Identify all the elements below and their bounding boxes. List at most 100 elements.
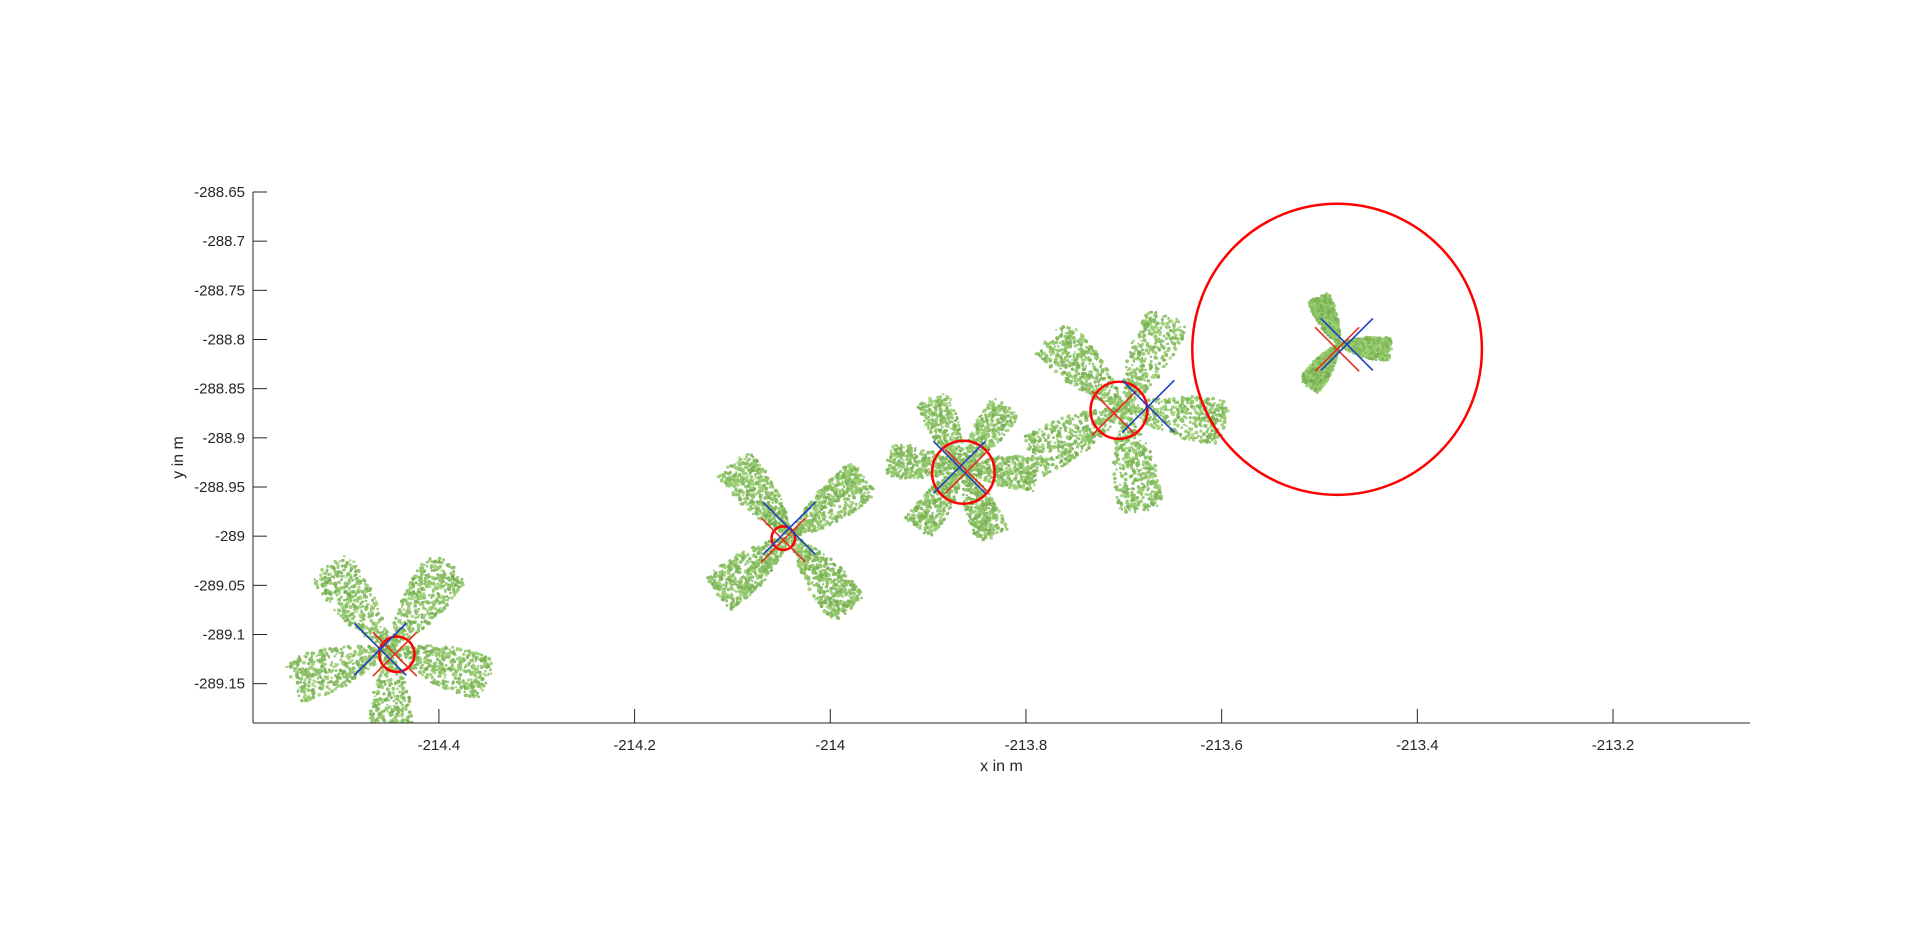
plant-point	[458, 673, 463, 677]
plant-point	[859, 499, 863, 503]
plant-point	[295, 675, 300, 680]
plant-point	[356, 662, 360, 666]
plant-point	[775, 521, 778, 524]
plant-point	[738, 590, 741, 594]
plant-point	[425, 573, 429, 578]
plant-point	[859, 503, 864, 508]
plant-point	[745, 493, 749, 497]
plant-point	[1003, 522, 1008, 527]
plant-point	[330, 668, 335, 673]
plant-point	[749, 453, 754, 457]
plant-point	[720, 592, 724, 596]
plant-point	[439, 586, 443, 590]
plant-point	[813, 515, 817, 519]
plant-point	[345, 678, 350, 683]
plant-point	[832, 599, 836, 603]
plant-point	[383, 698, 388, 702]
plant-point	[780, 530, 784, 534]
plant-point	[300, 699, 304, 703]
plant-point	[861, 486, 866, 491]
plant-point	[421, 646, 426, 651]
plant-point	[428, 584, 432, 589]
plant-point	[372, 690, 375, 694]
plant-point	[832, 585, 835, 588]
plant-point	[443, 645, 448, 650]
plant-point	[472, 665, 477, 670]
plant-point	[438, 654, 441, 658]
plant-point	[476, 670, 480, 674]
plant-point	[314, 669, 319, 673]
plant-point	[764, 541, 768, 545]
plant-point	[750, 475, 754, 479]
plant-point	[829, 501, 834, 506]
plant-point	[408, 627, 412, 631]
plant-point	[339, 647, 343, 651]
plant-point	[854, 585, 858, 589]
plant-point	[815, 494, 819, 498]
plant-point	[847, 512, 851, 517]
plant-point	[751, 469, 755, 473]
plant-point	[447, 656, 451, 659]
plant-point	[818, 578, 822, 582]
plant-point	[857, 588, 861, 593]
plant-point	[382, 692, 386, 696]
plant-point	[409, 714, 414, 718]
plant-point	[854, 478, 859, 483]
plant-point	[843, 579, 847, 583]
plant-point	[456, 575, 459, 579]
plant-point	[832, 604, 836, 607]
plant-point	[426, 653, 431, 658]
plant-point	[753, 571, 757, 575]
plant-point	[434, 671, 437, 675]
plant-point	[849, 463, 853, 467]
plant-point	[342, 645, 346, 649]
plant-point	[752, 512, 755, 516]
plant-point	[813, 557, 818, 562]
plant-point	[418, 670, 422, 675]
plant-point	[459, 668, 462, 671]
plant-point	[345, 655, 348, 658]
plant-point	[480, 682, 484, 686]
plant-point	[450, 660, 454, 663]
plant-point	[309, 673, 314, 678]
plant-point	[340, 662, 344, 666]
plant-point	[844, 608, 848, 612]
plant-point	[299, 676, 304, 681]
plant-point	[345, 597, 349, 601]
plant-point	[799, 552, 803, 556]
plant-point	[749, 481, 752, 485]
plant-point	[806, 575, 811, 580]
plant-point	[361, 605, 365, 608]
plant-point	[367, 612, 371, 616]
plant-point	[294, 669, 298, 673]
plant-point	[295, 680, 300, 685]
plant-point	[755, 481, 760, 486]
plant-point	[757, 550, 761, 554]
plant-point	[841, 471, 846, 476]
plant-point	[457, 647, 461, 651]
plant-point	[831, 520, 834, 523]
plant-point	[379, 631, 382, 635]
plant-point	[734, 565, 738, 570]
plant-point	[743, 458, 746, 461]
plant-point	[401, 688, 404, 692]
plant-point	[809, 521, 814, 525]
plant-point	[853, 507, 857, 511]
plant-point	[734, 590, 738, 593]
plant-point	[837, 575, 841, 579]
plant-point	[752, 458, 757, 463]
plant-point	[752, 478, 755, 481]
plant-point	[394, 698, 397, 701]
plant-point	[317, 681, 320, 684]
plant-point	[852, 491, 857, 496]
plant-point	[320, 591, 325, 596]
plant-point	[338, 609, 342, 613]
plant-point	[437, 556, 442, 561]
plant-point	[767, 515, 771, 519]
plant-point	[842, 506, 846, 510]
plant-point	[424, 584, 429, 589]
plant-point	[821, 499, 824, 502]
plant-point	[1033, 483, 1036, 487]
plant-point	[854, 502, 858, 506]
